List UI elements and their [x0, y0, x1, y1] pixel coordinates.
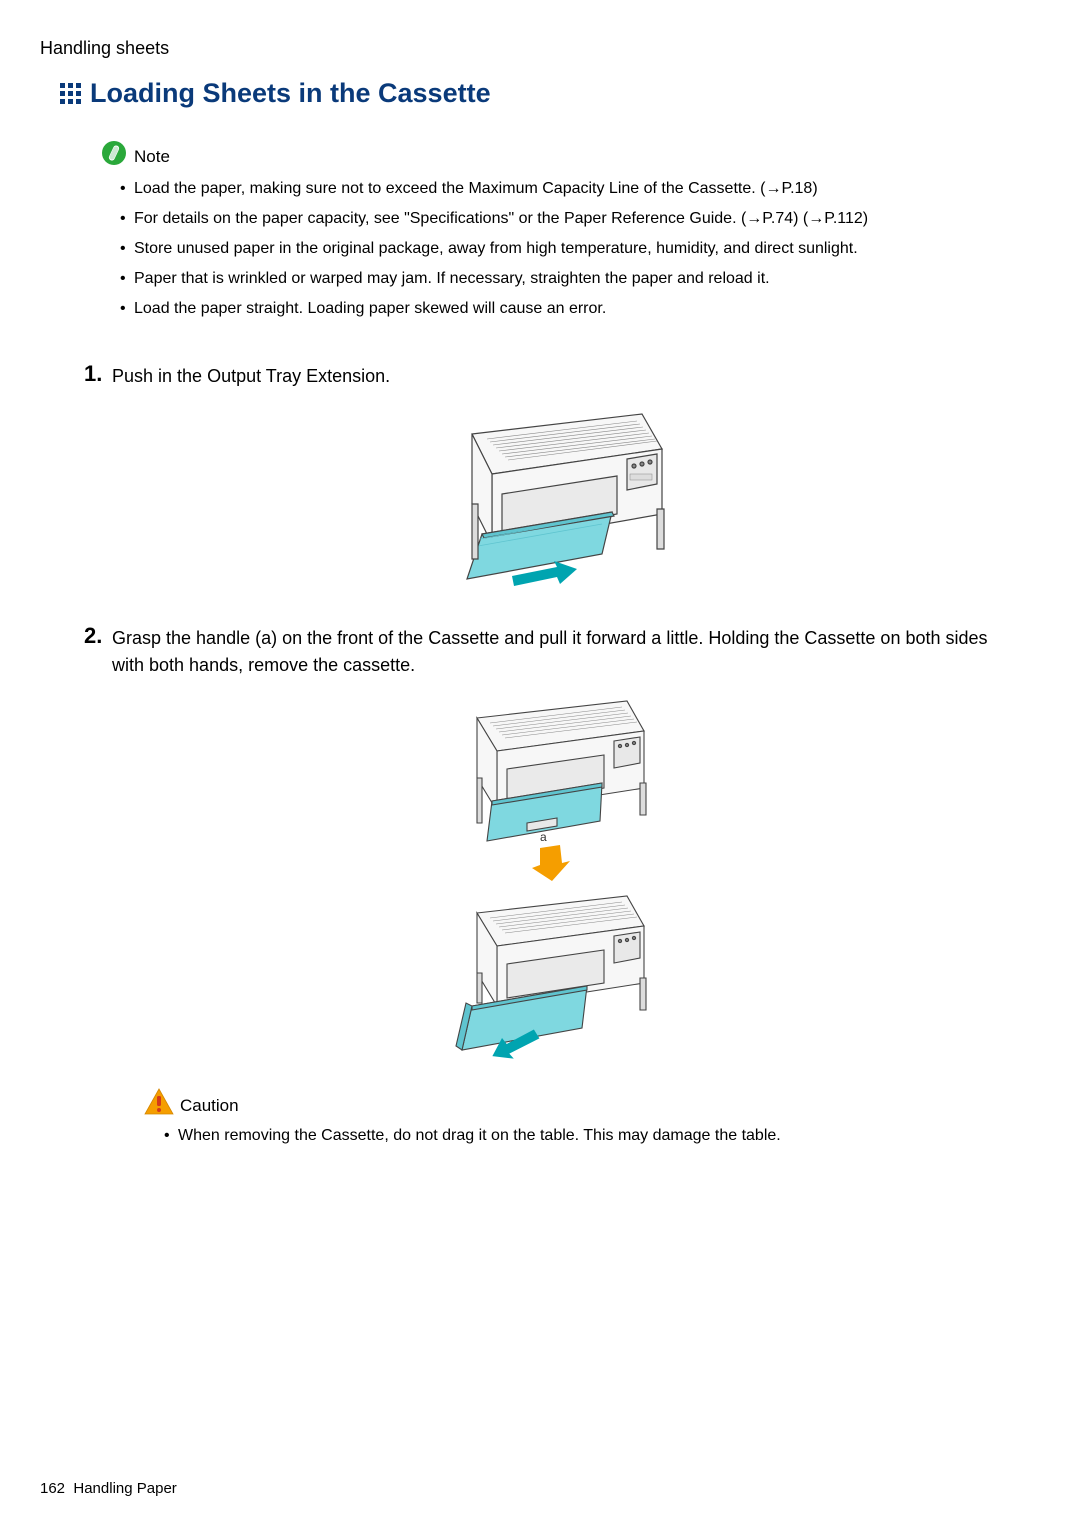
step-text: Grasp the handle (a) on the front of the…	[112, 623, 1020, 679]
note-label: Note	[134, 147, 170, 167]
caution-label: Caution	[180, 1096, 239, 1116]
note-header: Note	[100, 139, 1020, 167]
section-title: Handling sheets	[40, 38, 169, 58]
note-item: Load the paper, making sure not to excee…	[120, 177, 1020, 201]
step-row: 2. Grasp the handle (a) on the front of …	[84, 623, 1020, 679]
printer-illustration-double: a	[422, 693, 682, 1063]
step-number: 2.	[84, 623, 112, 649]
step-1: 1. Push in the Output Tray Extension.	[84, 361, 1020, 599]
grid-icon	[60, 83, 82, 105]
note-item: Store unused paper in the original packa…	[120, 237, 1020, 261]
page-title: Loading Sheets in the Cassette	[90, 78, 491, 109]
caution-icon	[144, 1088, 174, 1116]
step-number: 1.	[84, 361, 112, 387]
note-block: Note Load the paper, making sure not to …	[100, 139, 1020, 321]
caution-list: When removing the Cassette, do not drag …	[164, 1124, 1020, 1148]
main-content: Loading Sheets in the Cassette Note Load…	[60, 78, 1020, 1172]
caution-block: Caution When removing the Cassette, do n…	[144, 1088, 1020, 1148]
note-item: Paper that is wrinkled or warped may jam…	[120, 267, 1020, 291]
page-title-row: Loading Sheets in the Cassette	[60, 78, 1020, 109]
page-number: 162	[40, 1480, 65, 1497]
chapter-name: Handling Paper	[73, 1480, 176, 1497]
step-2-figure: a	[84, 693, 1020, 1068]
caution-item: When removing the Cassette, do not drag …	[164, 1124, 1020, 1148]
note-item: Load the paper straight. Loading paper s…	[120, 297, 1020, 321]
printer-illustration	[402, 404, 702, 594]
step-1-figure	[84, 404, 1020, 599]
step-row: 1. Push in the Output Tray Extension.	[84, 361, 1020, 390]
page-header: Handling sheets	[40, 38, 169, 59]
note-list: Load the paper, making sure not to excee…	[120, 177, 1020, 321]
label-a: a	[540, 830, 547, 844]
arrow-down-icon	[532, 845, 570, 881]
note-icon	[100, 139, 128, 167]
step-2: 2. Grasp the handle (a) on the front of …	[84, 623, 1020, 1148]
note-item: For details on the paper capacity, see "…	[120, 207, 1020, 231]
step-text: Push in the Output Tray Extension.	[112, 361, 390, 390]
caution-header: Caution	[144, 1088, 1020, 1116]
page-footer: 162 Handling Paper	[40, 1480, 177, 1497]
